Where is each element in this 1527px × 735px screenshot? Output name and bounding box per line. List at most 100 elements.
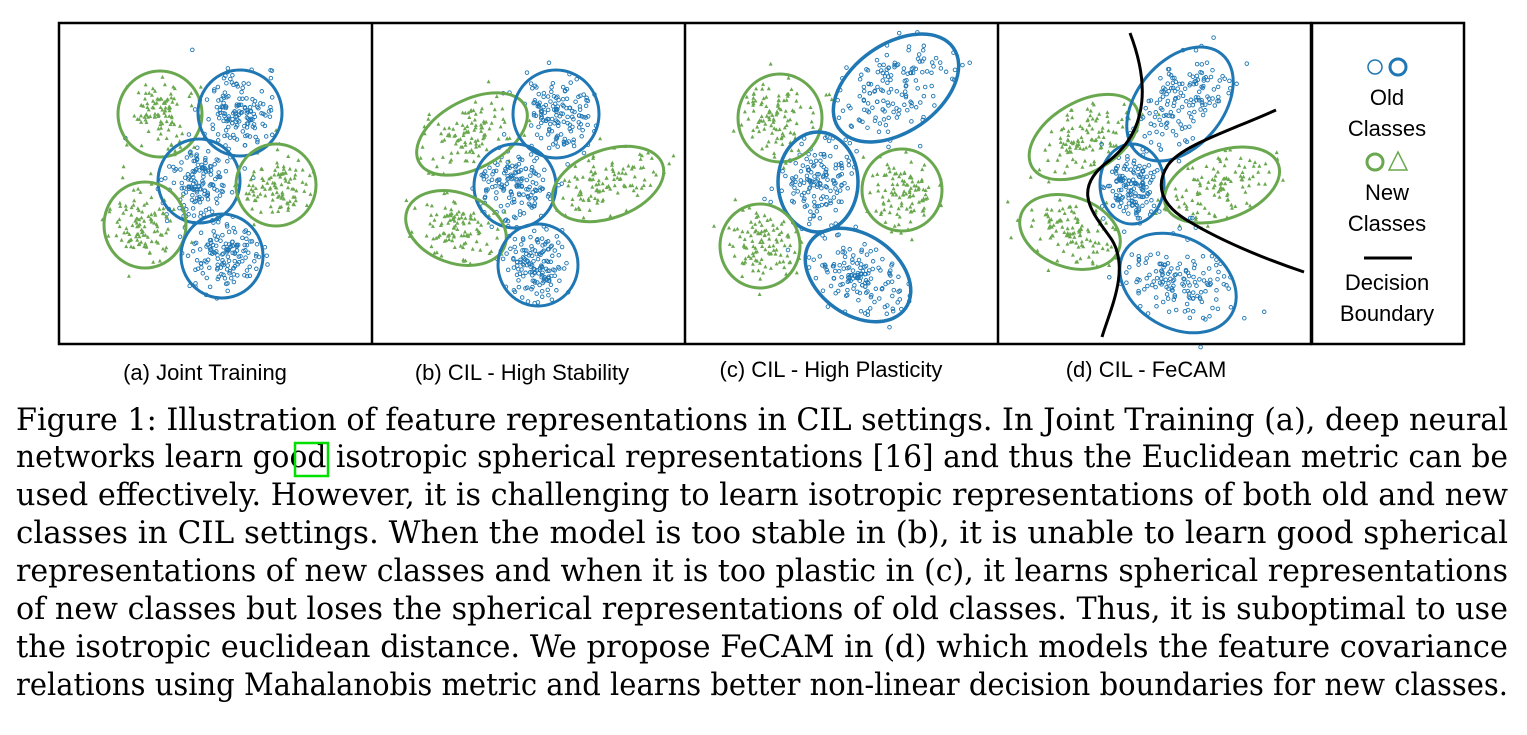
new-class-point xyxy=(1067,234,1072,239)
old-class-point xyxy=(195,162,201,168)
old-class-point xyxy=(208,172,214,177)
old-class-point xyxy=(791,200,797,205)
new-class-point xyxy=(253,186,258,190)
old-class-point xyxy=(929,60,935,65)
new-class-point xyxy=(1088,108,1093,113)
old-class-point xyxy=(1178,90,1184,96)
old-class-point xyxy=(894,115,900,120)
new-class-point xyxy=(1053,169,1058,174)
new-class-point xyxy=(1079,239,1084,244)
panel-label-c: (c) CIL - High Plasticity xyxy=(720,357,943,382)
citation-link[interactable]: 16 xyxy=(884,440,922,475)
new-class-point xyxy=(712,224,716,228)
new-class-point xyxy=(889,229,894,234)
old-class-point xyxy=(886,144,891,150)
old-class-point xyxy=(857,118,863,123)
old-class-point xyxy=(505,164,511,170)
old-class-point xyxy=(849,171,854,176)
new-class-point xyxy=(1086,254,1091,259)
old-class-point xyxy=(828,153,833,159)
new-class-point xyxy=(909,159,914,164)
old-class-point xyxy=(890,308,896,314)
old-class-point xyxy=(186,132,192,137)
new-class-point xyxy=(1184,188,1189,192)
new-class-point xyxy=(1199,175,1204,179)
new-class-point xyxy=(272,172,277,177)
new-class-point xyxy=(923,192,928,197)
new-class-point xyxy=(302,189,307,193)
new-class-point xyxy=(169,95,174,100)
old-class-point xyxy=(920,59,925,64)
old-class-point xyxy=(201,180,206,186)
new-class-point xyxy=(1065,217,1070,222)
old-class-point xyxy=(824,167,829,172)
old-class-point xyxy=(550,103,556,109)
old-class-point xyxy=(834,190,840,196)
new-class-point xyxy=(1180,194,1185,199)
new-class-point xyxy=(594,182,599,187)
old-class-point xyxy=(913,66,919,72)
new-class-point xyxy=(147,250,152,254)
new-class-point xyxy=(175,102,179,106)
old-class-point xyxy=(1177,142,1182,147)
new-class-point xyxy=(142,224,147,229)
new-class-point xyxy=(1069,208,1074,213)
new-class-point xyxy=(589,169,594,174)
old-class-point xyxy=(896,274,901,280)
old-class-point xyxy=(581,92,586,97)
old-class-point xyxy=(1169,266,1174,271)
old-class-point xyxy=(1215,306,1221,312)
old-class-point xyxy=(865,101,871,106)
old-class-point xyxy=(915,56,921,62)
old-class-point xyxy=(215,111,221,117)
new-class-point xyxy=(153,111,157,116)
old-class-point xyxy=(1136,262,1141,267)
old-class-point xyxy=(220,93,226,99)
new-class-point xyxy=(156,113,161,117)
old-class-point xyxy=(1147,111,1152,116)
caption-line: relations using Mahalanobis metric and l… xyxy=(16,668,1508,703)
new-class-point xyxy=(779,238,784,242)
new-class-point xyxy=(1215,169,1220,174)
old-class-point xyxy=(1198,344,1203,350)
new-class-point xyxy=(1122,102,1127,106)
new-class-point xyxy=(885,162,890,167)
old-class-point xyxy=(553,95,559,101)
new-class-point xyxy=(283,170,288,175)
old-class-point xyxy=(1228,305,1234,310)
old-class-point xyxy=(798,178,804,183)
old-class-point xyxy=(193,267,198,273)
old-class-point xyxy=(221,100,226,106)
old-class-point xyxy=(234,113,240,119)
old-class-point xyxy=(543,102,549,108)
old-class-point xyxy=(265,262,270,267)
legend-new-label-1: New xyxy=(1365,180,1409,205)
old-class-point xyxy=(888,73,894,78)
old-class-point xyxy=(1152,123,1157,128)
new-class-point xyxy=(1065,150,1070,155)
old-class-point xyxy=(1123,184,1129,190)
new-class-point xyxy=(146,129,151,133)
old-class-point xyxy=(238,253,243,259)
old-class-point xyxy=(1182,288,1187,294)
old-class-point xyxy=(484,189,489,194)
old-class-point xyxy=(1203,75,1209,80)
new-class-point xyxy=(1049,129,1054,134)
new-class-point xyxy=(886,198,891,203)
new-class-point xyxy=(304,182,309,186)
new-class-point xyxy=(1088,162,1093,167)
old-class-point xyxy=(534,155,539,161)
old-class-point xyxy=(865,68,871,73)
new-class-point xyxy=(1195,190,1200,194)
old-class-point xyxy=(509,176,515,182)
old-class-point xyxy=(528,81,534,86)
new-class-point xyxy=(1048,223,1052,228)
old-class-point xyxy=(561,266,567,271)
new-class-point xyxy=(891,166,896,170)
old-class-point xyxy=(541,118,546,123)
new-class-point xyxy=(777,232,782,236)
old-class-point xyxy=(523,270,528,276)
new-class-point xyxy=(861,154,866,159)
old-class-point xyxy=(512,169,518,175)
new-class-point xyxy=(776,98,781,102)
